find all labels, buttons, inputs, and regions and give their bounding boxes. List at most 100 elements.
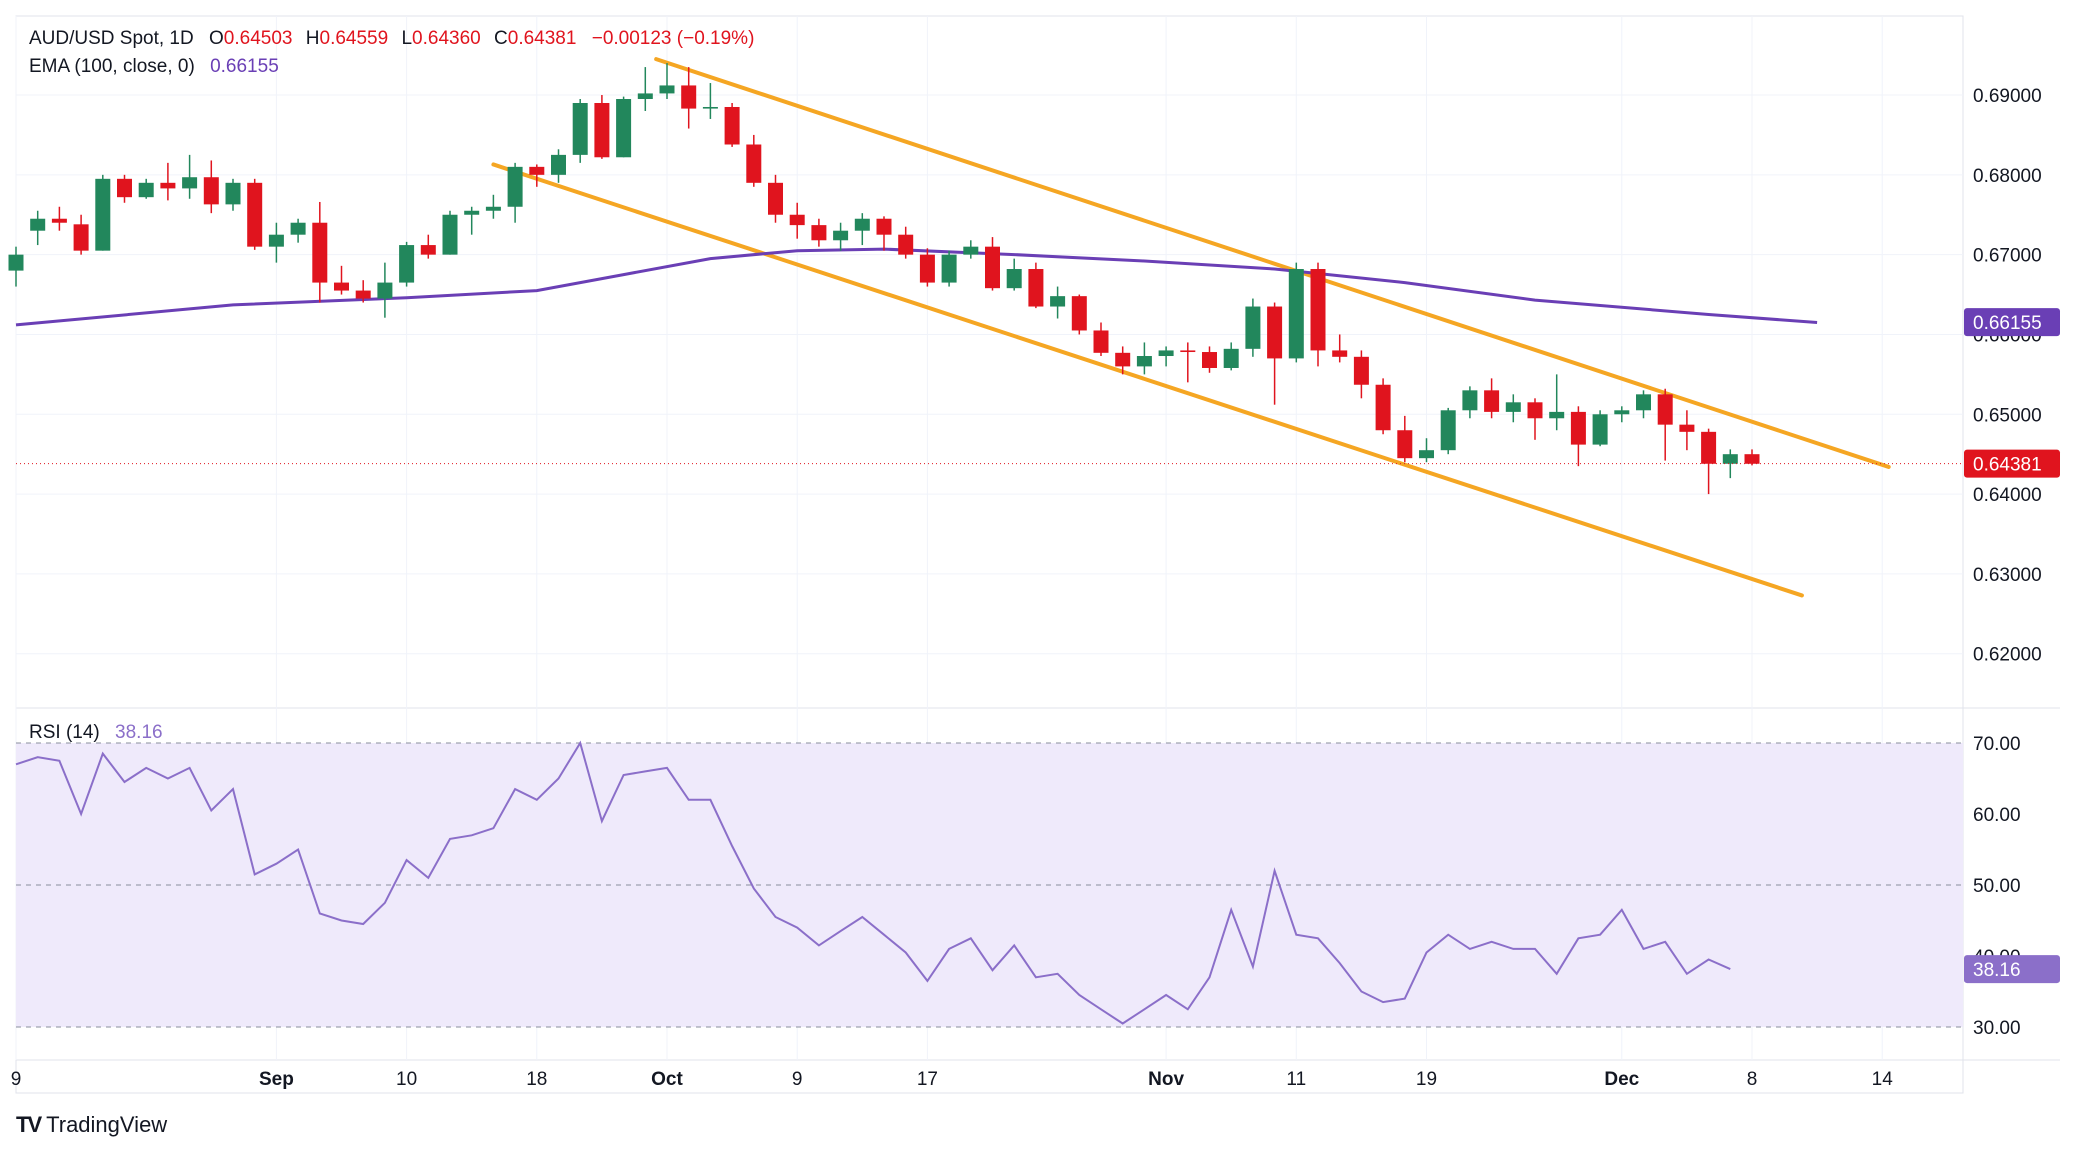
candle-body [594, 102, 610, 158]
candle [1527, 398, 1543, 440]
ema-price-badge [1964, 308, 2060, 337]
candle-body [1158, 350, 1174, 357]
price-axis-label: 0.64000 [1973, 485, 2042, 506]
candle [225, 178, 241, 211]
candle-body [485, 206, 501, 211]
candle-body [268, 234, 284, 247]
candle [1375, 378, 1391, 435]
candle-body [1657, 394, 1673, 425]
price-axis-label: 0.65000 [1973, 405, 2042, 426]
time-axis-label: 8 [1747, 1069, 1758, 1090]
candle [1722, 449, 1738, 479]
rsi-axis-label: 60.00 [1973, 805, 2021, 826]
candle [985, 237, 1000, 291]
candle-body [1267, 306, 1283, 359]
candle-body [616, 99, 632, 158]
candle [963, 240, 979, 259]
candle [789, 202, 805, 239]
channel-line [654, 57, 1891, 469]
candle-body [1505, 402, 1521, 412]
ema-100-line [15, 247, 1818, 327]
candle [1419, 438, 1434, 463]
candle-body [681, 85, 697, 109]
close-value: 0.64381 [507, 28, 577, 49]
time-axis-label: 9 [792, 1069, 803, 1090]
candle [876, 216, 892, 251]
candle-body [1440, 410, 1456, 451]
open-label: O [209, 28, 224, 49]
candle-body [1050, 296, 1066, 307]
time-axis-label: 14 [1872, 1069, 1894, 1090]
candle-body [941, 254, 957, 283]
candle [377, 262, 393, 318]
candle [268, 222, 284, 263]
candle-body [833, 230, 849, 241]
rsi-line [15, 740, 1731, 1025]
candle-body [399, 245, 415, 283]
candle-body [312, 222, 328, 283]
candle [1202, 346, 1217, 373]
last-price-text: 0.64381 [1973, 455, 2042, 476]
candle-body [464, 210, 480, 215]
candle [95, 174, 111, 251]
candle [1115, 346, 1131, 375]
candle [702, 83, 718, 119]
candle [8, 246, 24, 287]
candle-body [551, 154, 566, 175]
candle [1592, 410, 1608, 447]
candle-body [1245, 306, 1261, 349]
candle [1440, 407, 1456, 455]
time-axis-label: 17 [917, 1069, 938, 1090]
candle [464, 206, 480, 235]
candle-body [1722, 454, 1738, 464]
candle [160, 162, 176, 201]
brand-name: TradingView [46, 1112, 168, 1137]
rsi-value-text: 38.16 [1973, 960, 2021, 981]
candle [1636, 390, 1651, 419]
time-axis-label: 11 [1286, 1069, 1306, 1090]
candle [941, 250, 957, 287]
time-axis-label: 10 [396, 1069, 417, 1090]
candle [117, 174, 132, 203]
candle-body [1592, 414, 1608, 445]
time-axis-label: Dec [1604, 1069, 1639, 1090]
channel-line [491, 162, 1804, 598]
candle [1028, 262, 1044, 309]
open-value: 0.64503 [223, 28, 293, 49]
candle-body [160, 182, 176, 189]
candle [1614, 406, 1630, 423]
candle-body [1332, 350, 1348, 357]
candle [203, 160, 219, 214]
candle [529, 164, 545, 187]
rsi-axis-label: 50.00 [1973, 876, 2021, 897]
candle [898, 226, 914, 259]
candle-body [51, 218, 67, 223]
candle [1136, 342, 1152, 375]
symbol-legend: AUD/USD Spot, 1D O0.64503 H0.64559 L0.64… [29, 28, 758, 50]
candle-body [702, 106, 718, 109]
candle [420, 234, 436, 259]
candle [746, 134, 762, 187]
candle [30, 210, 46, 246]
price-axis-label: 0.63000 [1973, 565, 2042, 586]
rsi-axis-label: 30.00 [1973, 1018, 2021, 1039]
ema-legend: EMA (100, close, 0) 0.66155 [29, 56, 283, 78]
channel-lines [491, 57, 1891, 598]
candle [1397, 415, 1413, 463]
candle [1288, 262, 1304, 363]
last-price-badge [1964, 449, 2060, 478]
candle [1050, 286, 1066, 319]
price-axis-label: 0.67000 [1973, 246, 2042, 267]
candle [1353, 350, 1369, 399]
candle [572, 99, 588, 163]
ema-price-text: 0.66155 [1973, 313, 2042, 334]
candle [1180, 342, 1196, 383]
price-axis-label: 0.68000 [1973, 166, 2042, 187]
candle [1158, 346, 1174, 367]
candle [1462, 386, 1478, 419]
candle [51, 206, 67, 231]
candle [1484, 378, 1500, 419]
candle [919, 248, 935, 287]
candle [355, 280, 371, 303]
